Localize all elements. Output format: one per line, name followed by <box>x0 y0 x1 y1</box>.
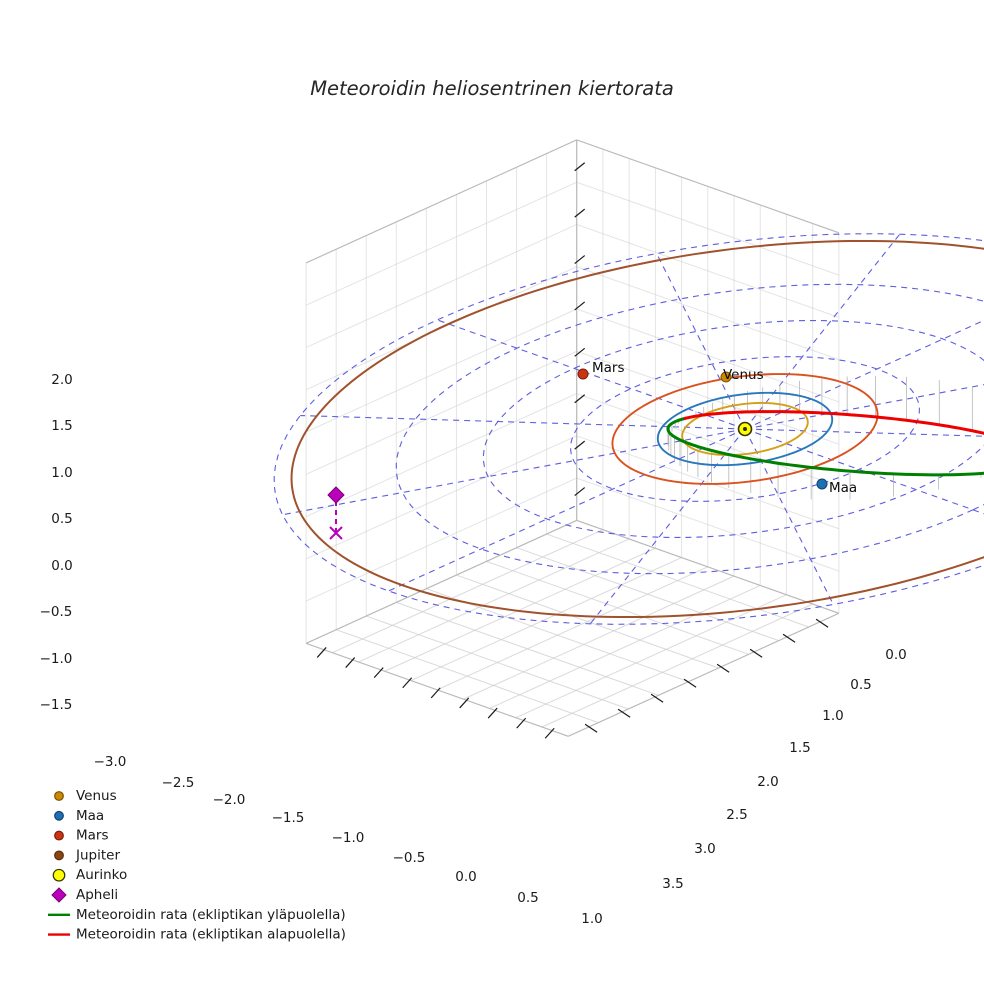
tick-label-z-1: 1.5 <box>51 418 72 434</box>
tick-label-y-2: 1.0 <box>822 708 843 724</box>
legend-swatch-jupiter <box>54 850 64 861</box>
legend-swatch-venus <box>54 791 64 801</box>
sun-core <box>743 427 747 431</box>
tick-label-z-4: 0.0 <box>51 558 72 574</box>
tick-label-z-5: −0.5 <box>40 604 73 620</box>
tick-label-y-6: 3.0 <box>694 841 715 857</box>
label-maa: Maa <box>829 480 857 496</box>
label-venus: Venus <box>723 367 764 383</box>
tick-label-x-2: −2.0 <box>213 792 246 808</box>
meteoroid-orbit <box>666 410 984 477</box>
orbit-jupiter <box>290 239 984 619</box>
chart-legend[interactable]: Venus Maa Mars Jupiter Aurinko Apheli Meteoroi… <box>48 788 346 943</box>
meteoroid-above-ecliptic <box>666 418 984 477</box>
legend-swatch-aurinko <box>52 868 66 882</box>
tick-label-z-3: 0.5 <box>51 511 72 527</box>
legend-item-label-7[interactable]: Meteoroidin rata (ekliptikan alapuolella… <box>76 927 346 943</box>
page-title: Meteoroidin heliosentrinen kiertorata <box>310 77 674 100</box>
body-labels: Mars Venus Maa <box>592 360 857 496</box>
tick-label-x-4: −1.0 <box>332 830 365 846</box>
tick-label-z-6: −1.0 <box>40 651 73 667</box>
tick-label-x-6: 0.0 <box>455 869 476 885</box>
legend-swatch-apheli <box>51 887 67 903</box>
marker-apheli <box>327 486 345 504</box>
aphelion-drop-line <box>329 501 343 540</box>
tick-label-y-4: 2.0 <box>757 774 778 790</box>
meteoroid-below-ecliptic <box>683 410 984 435</box>
orbit-mars <box>611 373 879 485</box>
legend-item-label-6[interactable]: Meteoroidin rata (ekliptikan yläpuolella… <box>76 907 346 923</box>
legend-item-label-4[interactable]: Aurinko <box>76 867 127 883</box>
tick-label-x-1: −2.5 <box>162 775 195 791</box>
tick-label-x-5: −0.5 <box>393 850 426 866</box>
tick-label-z-0: 2.0 <box>51 372 72 388</box>
tick-label-y-1: 0.5 <box>850 677 871 693</box>
legend-item-label-0[interactable]: Venus <box>76 788 117 804</box>
axis-tick-marks <box>316 162 829 739</box>
tick-label-x-7: 0.5 <box>517 890 538 906</box>
label-mars: Mars <box>592 360 625 376</box>
tick-label-y-0: 0.0 <box>885 647 906 663</box>
axis-tick-labels: 2.0 1.5 1.0 0.5 0.0 −0.5 −1.0 −1.5 −3.0 −2.5 −2.0 −… <box>40 372 907 927</box>
tick-label-z-7: −1.5 <box>40 697 73 713</box>
legend-swatch-mars <box>54 830 64 841</box>
tick-label-y-5: 2.5 <box>726 807 747 823</box>
tick-label-x-3: −1.5 <box>272 810 305 826</box>
projection-stems <box>667 375 982 500</box>
legend-item-label-2[interactable]: Mars <box>76 828 109 844</box>
legend-swatch-maa <box>54 810 64 821</box>
tick-label-z-2: 1.0 <box>51 465 72 481</box>
marker-maa <box>816 478 828 490</box>
legend-item-label-5[interactable]: Apheli <box>76 887 118 903</box>
body-markers <box>327 368 828 504</box>
marker-mars <box>577 368 589 380</box>
legend-item-label-1[interactable]: Maa <box>76 808 104 824</box>
tick-label-x-0: −3.0 <box>94 754 127 770</box>
aphelion-projection-x <box>329 526 343 540</box>
marker-venus <box>720 371 732 383</box>
legend-item-label-3[interactable]: Jupiter <box>75 847 120 863</box>
tick-label-x-8: 1.0 <box>581 911 602 927</box>
tick-label-y-3: 1.5 <box>789 740 810 756</box>
tick-label-y-7: 3.5 <box>662 876 683 892</box>
